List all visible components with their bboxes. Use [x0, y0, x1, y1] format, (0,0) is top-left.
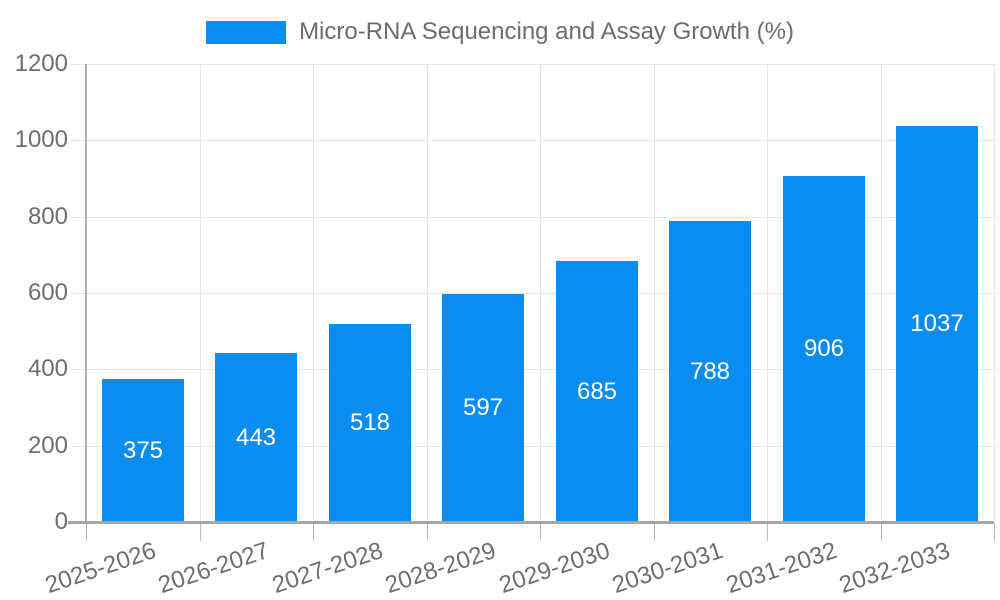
- y-tick-label: 400: [27, 355, 68, 382]
- bar[interactable]: [896, 126, 978, 522]
- x-axis-tick: [540, 523, 541, 541]
- bar-value-label: 597: [462, 394, 504, 421]
- bar[interactable]: [215, 353, 297, 522]
- x-gridline: [540, 64, 541, 522]
- x-gridline: [881, 64, 882, 522]
- y-gridline: [70, 217, 994, 218]
- bar[interactable]: [102, 379, 184, 522]
- y-gridline: [70, 293, 994, 294]
- x-axis-tick: [313, 523, 314, 541]
- x-axis-tick: [881, 523, 882, 541]
- x-category-label: 2028-2029: [382, 537, 500, 600]
- y-tick-label: 1200: [14, 50, 68, 77]
- bar-value-label: 1037: [910, 310, 964, 337]
- x-axis-tick: [86, 523, 87, 541]
- bar[interactable]: [442, 294, 524, 522]
- bar-value-label: 788: [689, 358, 731, 385]
- x-axis-tick: [767, 523, 768, 541]
- x-category-label: 2032-2033: [836, 537, 954, 600]
- x-gridline: [654, 64, 655, 522]
- y-gridline: [70, 140, 994, 141]
- y-tick-label: 600: [27, 279, 68, 306]
- x-axis-tick: [427, 523, 428, 541]
- bar-value-label: 906: [803, 335, 845, 362]
- x-gridline: [427, 64, 428, 522]
- x-axis-tick: [654, 523, 655, 541]
- x-axis-tick: [200, 523, 201, 541]
- x-gridline: [767, 64, 768, 522]
- bar[interactable]: [556, 261, 638, 522]
- y-gridline: [70, 446, 994, 447]
- x-category-label: 2027-2028: [269, 537, 387, 600]
- bar[interactable]: [783, 176, 865, 522]
- x-gridline: [313, 64, 314, 522]
- y-gridline: [70, 369, 994, 370]
- x-category-label: 2031-2032: [723, 537, 841, 600]
- x-category-label: 2030-2031: [609, 537, 727, 600]
- bar[interactable]: [329, 324, 411, 522]
- y-tick-label: 0: [54, 508, 68, 535]
- y-gridline: [70, 64, 994, 65]
- x-category-label: 2029-2030: [496, 537, 614, 600]
- chart-legend: Micro-RNA Sequencing and Assay Growth (%…: [0, 17, 1000, 47]
- bar-value-label: 518: [349, 409, 391, 436]
- bar-value-label: 443: [235, 424, 277, 451]
- bar-value-label: 685: [576, 378, 618, 405]
- x-gridline: [994, 64, 995, 522]
- y-axis-line: [85, 64, 87, 522]
- bar-value-label: 375: [122, 437, 164, 464]
- x-axis-tick: [994, 523, 995, 541]
- y-tick-label: 800: [27, 203, 68, 230]
- legend-label: Micro-RNA Sequencing and Assay Growth (%…: [299, 18, 794, 45]
- legend-swatch: [206, 20, 287, 44]
- x-category-label: 2025-2026: [42, 537, 160, 600]
- x-gridline: [200, 64, 201, 522]
- x-category-label: 2026-2027: [155, 537, 273, 600]
- x-axis-baseline: [68, 521, 994, 524]
- bar[interactable]: [669, 221, 751, 522]
- y-tick-label: 200: [27, 432, 68, 459]
- y-tick-label: 1000: [14, 126, 68, 153]
